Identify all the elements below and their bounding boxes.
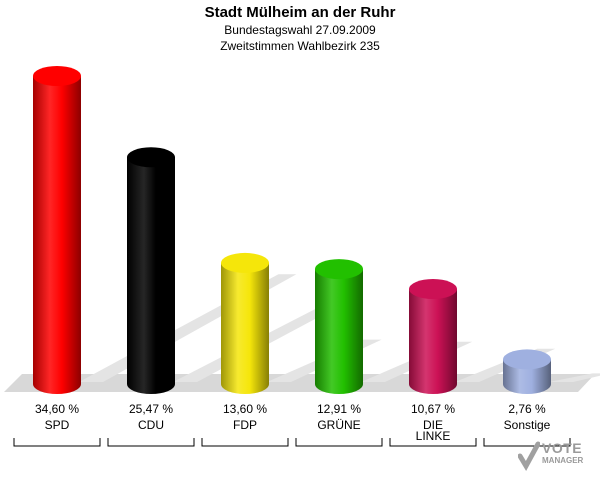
bar-top [503, 349, 551, 370]
category-bracket [13, 438, 101, 447]
chart-subtitle-district: Zweitstimmen Wahlbezirk 235 [220, 39, 380, 53]
category-label: DIE [423, 418, 443, 432]
bar-top [409, 279, 457, 300]
category-bracket [483, 438, 571, 447]
bar-die-linke [409, 289, 457, 394]
category-label: SPD [45, 418, 70, 432]
category-bracket [389, 438, 477, 447]
chart-title: Stadt Mülheim an der Ruhr [204, 4, 396, 21]
bar-top [127, 147, 175, 168]
bar-top [315, 259, 363, 280]
data-label: 34,60 % [35, 402, 79, 416]
logo-text-manager: MANAGER [542, 456, 584, 465]
chart-subtitle-date: Bundestagswahl 27.09.2009 [224, 23, 376, 37]
logo-text-vote: VOTE [542, 440, 583, 456]
bar-spd [33, 76, 81, 394]
bar-shadow [549, 373, 600, 382]
vote-manager-logo: VOTE MANAGER [518, 436, 594, 476]
category-label: Sonstige [504, 418, 551, 432]
category-bracket [295, 438, 383, 447]
data-label: 12,91 % [317, 402, 361, 416]
bar-fdp [221, 262, 269, 394]
bar-top [221, 252, 269, 273]
bar-cdu [127, 157, 175, 394]
category-label: LINKE [416, 429, 451, 443]
bar-grüne [315, 269, 363, 394]
data-label: 2,76 % [508, 402, 546, 416]
data-label: 13,60 % [223, 402, 267, 416]
data-label: 10,67 % [411, 402, 455, 416]
category-label: FDP [233, 418, 257, 432]
category-bracket [201, 438, 289, 447]
data-label: 25,47 % [129, 402, 173, 416]
category-bracket [107, 438, 195, 447]
category-label: GRÜNE [317, 418, 360, 432]
category-label: CDU [138, 418, 164, 432]
checkmark-icon [518, 441, 540, 472]
bar-top [33, 66, 81, 86]
